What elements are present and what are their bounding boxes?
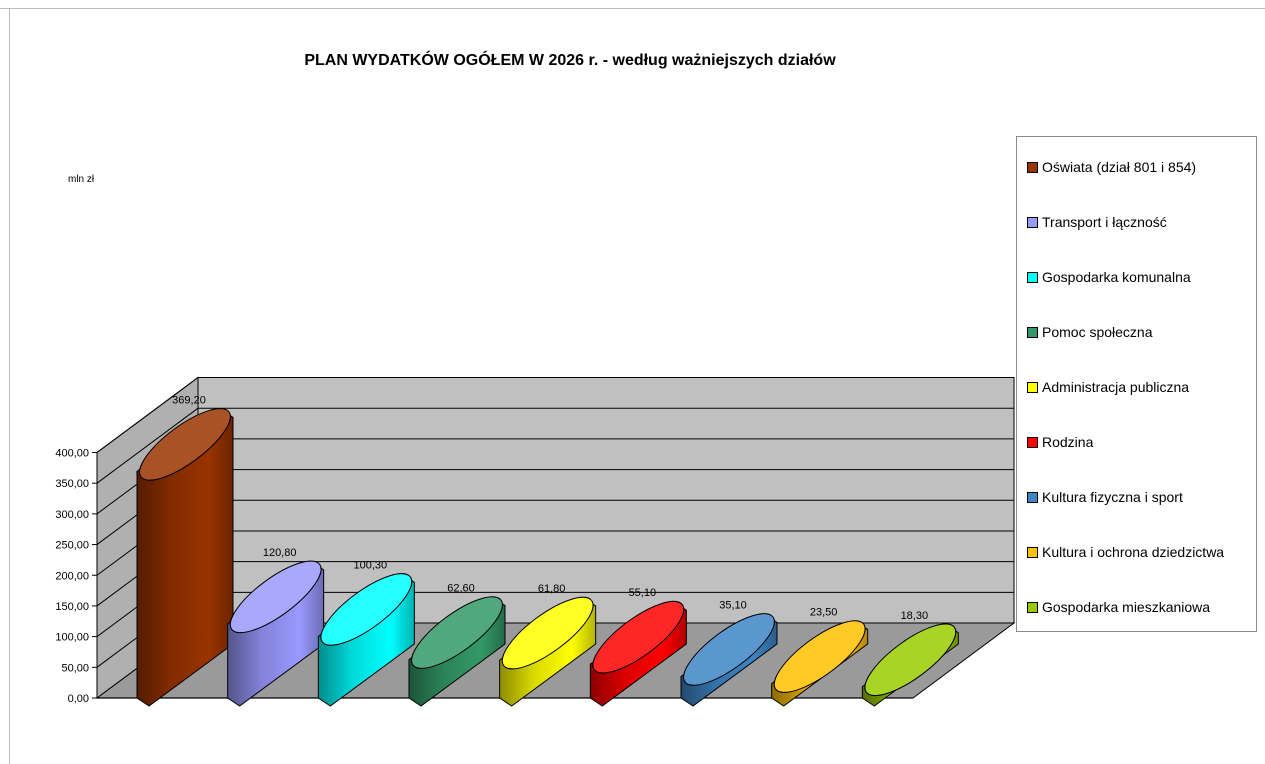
legend-label: Pomoc społeczna [1042,324,1153,340]
data-label: 61,80 [538,583,566,595]
legend-label: Oświata (dział 801 i 854) [1042,159,1197,175]
legend-item: Administracja publiczna [1027,377,1189,397]
legend-swatch [1027,601,1038,613]
bar-top-cap [501,596,594,670]
y-tick-label: 200,00 [55,570,89,582]
bar-2 [227,560,325,707]
y-axis-label: mln zł [68,174,95,185]
bar-1 [136,408,234,707]
y-tick-label: 250,00 [55,540,89,552]
bar-top-cap [411,596,503,669]
legend-item: Gospodarka mieszkaniowa [1027,597,1210,617]
data-label: 23,50 [810,607,838,619]
bar-5 [499,596,597,707]
legend-item: Transport i łączność [1027,212,1167,232]
y-tick-label: 150,00 [55,601,89,613]
legend-item: Oświata (dział 801 i 854) [1027,157,1196,177]
legend-item: Pomoc społeczna [1027,322,1153,342]
legend-label: Gospodarka komunalna [1042,269,1191,285]
legend-label: Administracja publiczna [1042,379,1190,395]
bar-top-cap [773,620,866,693]
legend-swatch [1027,436,1038,448]
gridline-side [96,407,199,484]
bar-body [136,408,234,707]
bar-6 [589,600,687,707]
legend-swatch [1027,216,1038,228]
bar-top-cap [864,623,957,697]
legend-label: Gospodarka mieszkaniowa [1042,599,1211,615]
legend-label: Kultura fizyczna i sport [1042,489,1183,505]
legend-item: Kultura fizyczna i sport [1027,487,1183,507]
data-label: 62,60 [447,583,475,595]
bar-9 [861,623,959,707]
bar-top-cap [139,408,231,481]
data-label: 55,10 [629,587,657,599]
frame-border-left [9,8,10,764]
legend-swatch [1027,161,1038,173]
data-label: 120,80 [263,547,297,559]
legend-item: Rodzina [1027,432,1093,452]
data-label: 18,30 [901,610,929,622]
bar-7 [680,613,778,707]
bar-top-cap [592,600,685,674]
y-tick-label: 400,00 [55,448,89,460]
legend-label: Kultura i ochrona dziedzictwa [1042,544,1225,560]
frame-border-top [0,8,1265,9]
legend-label: Rodzina [1042,434,1094,450]
legend-item: Kultura i ochrona dziedzictwa [1027,542,1224,562]
y-tick-label: 350,00 [55,478,89,490]
data-label: 100,30 [354,559,388,571]
legend-swatch [1027,381,1038,393]
y-tick-label: 300,00 [55,509,89,521]
chart-title: PLAN WYDATKÓW OGÓŁEM W 2026 r. - według … [304,52,836,69]
legend-item: Gospodarka komunalna [1027,267,1191,287]
y-tick-label: 100,00 [55,632,89,644]
legend-swatch [1027,491,1038,503]
legend-label: Transport i łączność [1042,214,1167,230]
legend-swatch [1027,271,1038,283]
data-label: 369,20 [172,394,206,406]
bar-4 [408,596,506,707]
y-tick-label: 0,00 [68,693,89,705]
y-tick-label: 50,00 [61,662,89,674]
data-label: 35,10 [719,599,747,611]
legend-swatch [1027,546,1038,558]
gridline-side [96,377,199,453]
legend-swatch [1027,326,1038,338]
bar-top-cap [683,613,775,686]
bar-top-cap [229,560,322,634]
bar-8 [771,620,869,707]
bar-3 [317,573,415,707]
legend: Oświata (dział 801 i 854) Transport i łąc… [1016,136,1257,632]
bar-top-cap [320,573,413,646]
